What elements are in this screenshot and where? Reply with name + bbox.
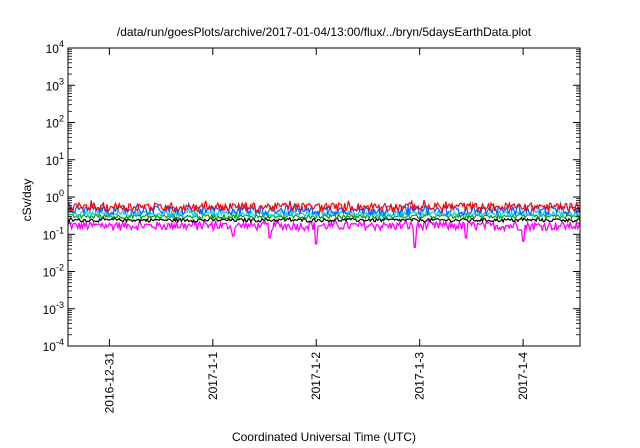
x-tick-label: 2017-1-2 bbox=[309, 352, 323, 400]
axes-group: 10-4 10-3 10-2 10-1 100 101 102 103 104 2016-12-3… bbox=[43, 39, 581, 414]
y-tick-label: 102 bbox=[46, 114, 64, 131]
data-series-group bbox=[67, 199, 581, 248]
y-tick-label: 10-3 bbox=[43, 300, 64, 317]
series-line-0 bbox=[67, 216, 581, 248]
y-tick-label: 104 bbox=[46, 39, 64, 56]
x-tick-label: 2017-1-1 bbox=[206, 352, 220, 400]
x-axis-label: Coordinated Universal Time (UTC) bbox=[232, 430, 416, 444]
y-tick-label: 100 bbox=[46, 188, 64, 205]
y-tick-label: 10-1 bbox=[43, 225, 64, 242]
y-axis-label: cSv/day bbox=[20, 179, 34, 222]
y-tick-label: 101 bbox=[46, 151, 64, 168]
chart-title: /data/run/goesPlots/archive/2017-01-04/1… bbox=[117, 25, 532, 39]
y-tick-label: 10-4 bbox=[43, 337, 64, 354]
plot-frame bbox=[67, 47, 581, 347]
x-tick-label: 2016-12-31 bbox=[102, 352, 116, 414]
series-line-1 bbox=[67, 216, 581, 224]
x-tick-label: 2017-1-3 bbox=[413, 352, 427, 400]
y-tick-label: 103 bbox=[46, 76, 64, 93]
series-line-5 bbox=[67, 199, 581, 214]
x-tick-label: 2017-1-4 bbox=[516, 352, 530, 400]
y-tick-label: 10-2 bbox=[43, 263, 64, 280]
